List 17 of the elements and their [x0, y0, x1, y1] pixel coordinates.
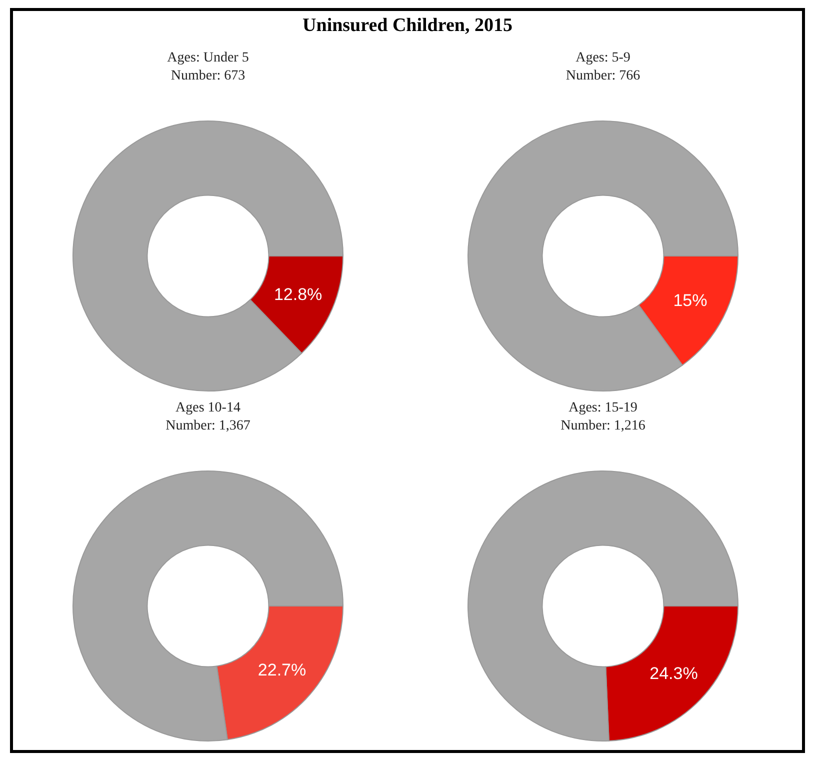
chart-subtitle: Number: 1,367 — [166, 418, 250, 434]
donut-slice — [72, 120, 344, 392]
data-label: 15% — [673, 290, 708, 310]
text: Uninsured Children, 2015 — [302, 15, 514, 37]
data-label: 22.7% — [258, 660, 306, 680]
donut-slice — [72, 470, 344, 742]
chart-subtitle: Number: 766 — [566, 68, 640, 84]
chart-title: Ages: 15-19 — [568, 400, 638, 416]
chart-subtitle: Number: 1,216 — [560, 418, 646, 434]
data-label: 24.3% — [650, 664, 698, 684]
donut-slice — [468, 120, 738, 392]
donut-slice — [468, 470, 738, 742]
chart-title: Ages: Under 5 — [167, 50, 249, 66]
chart-title: Ages: 5-9 — [576, 50, 630, 66]
chart-subtitle: Number: 673 — [170, 68, 246, 84]
data-label: 12.8% — [274, 284, 322, 304]
chart-title: Ages 10-14 — [176, 400, 240, 416]
